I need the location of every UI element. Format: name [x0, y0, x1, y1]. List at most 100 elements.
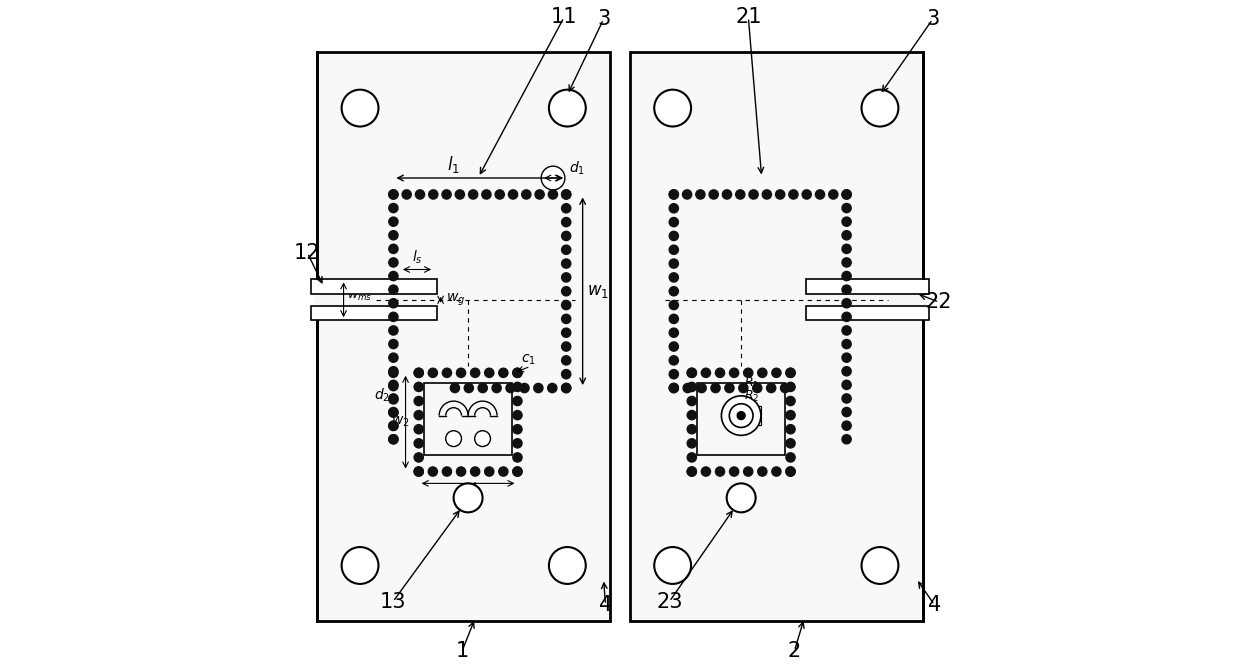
Bar — [311, 306, 438, 320]
Bar — [311, 279, 438, 294]
Circle shape — [729, 404, 753, 428]
Circle shape — [670, 286, 678, 296]
Circle shape — [711, 384, 720, 393]
Text: $w_1$: $w_1$ — [588, 282, 609, 300]
Circle shape — [414, 410, 423, 420]
Text: $R_2$: $R_2$ — [744, 389, 760, 404]
Circle shape — [802, 190, 811, 199]
Circle shape — [766, 384, 776, 393]
Circle shape — [725, 384, 734, 393]
Circle shape — [562, 273, 570, 282]
Bar — [806, 306, 929, 320]
Text: 13: 13 — [379, 591, 407, 611]
Circle shape — [549, 90, 585, 127]
Circle shape — [670, 231, 678, 240]
Circle shape — [687, 396, 697, 406]
Circle shape — [389, 421, 398, 430]
Circle shape — [428, 368, 438, 378]
Circle shape — [729, 467, 739, 476]
Circle shape — [842, 340, 851, 349]
Circle shape — [842, 190, 851, 199]
Circle shape — [842, 353, 851, 362]
Circle shape — [389, 190, 398, 199]
Circle shape — [786, 410, 795, 420]
Circle shape — [670, 328, 678, 337]
Circle shape — [670, 342, 678, 351]
Circle shape — [842, 435, 851, 444]
Circle shape — [389, 244, 398, 254]
Circle shape — [520, 384, 529, 393]
Circle shape — [389, 422, 398, 431]
Circle shape — [389, 326, 398, 335]
Circle shape — [428, 467, 438, 476]
Circle shape — [389, 408, 398, 417]
Circle shape — [389, 190, 398, 199]
Circle shape — [670, 384, 678, 393]
Text: 11: 11 — [551, 7, 578, 27]
Circle shape — [842, 394, 851, 403]
Circle shape — [562, 190, 570, 199]
Circle shape — [687, 453, 697, 462]
Circle shape — [341, 547, 378, 584]
Circle shape — [687, 368, 697, 378]
Circle shape — [541, 166, 565, 190]
Circle shape — [670, 300, 678, 310]
Circle shape — [753, 384, 761, 393]
Circle shape — [562, 245, 570, 254]
Circle shape — [842, 190, 851, 199]
Circle shape — [513, 453, 522, 462]
Circle shape — [414, 467, 423, 476]
Circle shape — [702, 467, 711, 476]
Circle shape — [758, 368, 766, 378]
Circle shape — [414, 453, 423, 462]
Circle shape — [786, 467, 795, 476]
Circle shape — [842, 326, 851, 335]
Circle shape — [786, 396, 795, 406]
Circle shape — [727, 484, 755, 512]
Text: $d_2$: $d_2$ — [374, 386, 391, 404]
Circle shape — [389, 380, 398, 390]
Circle shape — [687, 368, 697, 378]
Circle shape — [655, 547, 691, 584]
Text: 3: 3 — [596, 9, 610, 29]
Circle shape — [687, 410, 697, 420]
Circle shape — [789, 190, 799, 199]
Circle shape — [389, 340, 398, 349]
Circle shape — [389, 217, 398, 226]
Bar — [424, 383, 512, 455]
Circle shape — [414, 439, 423, 448]
Text: $w_2$: $w_2$ — [391, 415, 409, 430]
Circle shape — [842, 230, 851, 240]
Circle shape — [455, 190, 465, 199]
Circle shape — [389, 203, 398, 212]
Circle shape — [508, 190, 517, 199]
Circle shape — [443, 467, 451, 476]
Circle shape — [842, 285, 851, 294]
Circle shape — [670, 190, 678, 199]
Bar — [806, 279, 929, 294]
Circle shape — [414, 382, 423, 392]
Circle shape — [670, 245, 678, 254]
Circle shape — [429, 190, 438, 199]
Circle shape — [862, 547, 899, 584]
Circle shape — [414, 425, 423, 434]
Circle shape — [735, 190, 745, 199]
Circle shape — [562, 328, 570, 337]
Circle shape — [670, 356, 678, 365]
Circle shape — [670, 204, 678, 213]
Circle shape — [534, 190, 544, 199]
Circle shape — [786, 425, 795, 434]
Circle shape — [441, 190, 451, 199]
Circle shape — [723, 190, 732, 199]
Circle shape — [522, 190, 531, 199]
Circle shape — [670, 259, 678, 268]
Bar — [317, 52, 610, 621]
Circle shape — [513, 368, 522, 378]
Circle shape — [842, 244, 851, 254]
Circle shape — [341, 90, 378, 127]
Circle shape — [697, 384, 707, 393]
Circle shape — [389, 382, 398, 391]
Circle shape — [562, 356, 570, 365]
Circle shape — [513, 467, 522, 476]
Text: 12: 12 — [294, 243, 321, 263]
